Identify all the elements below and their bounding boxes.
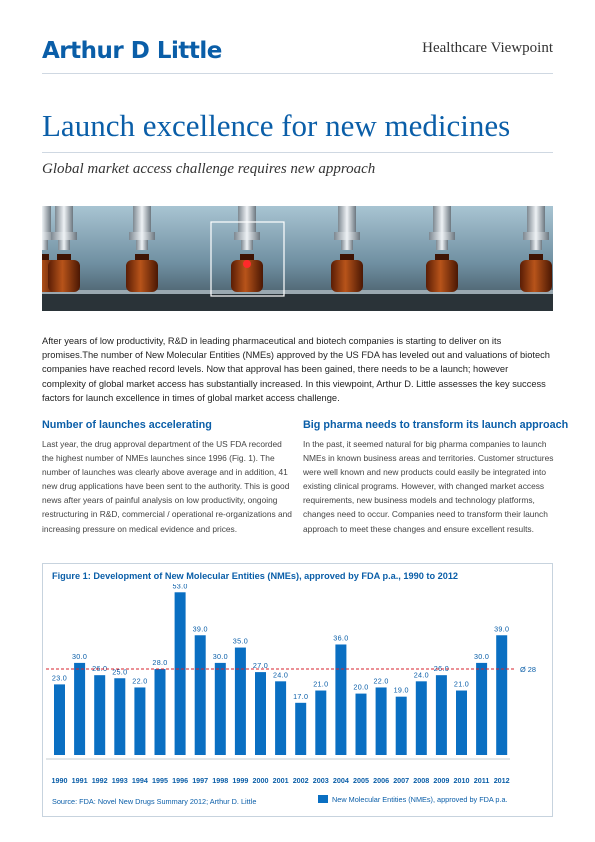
x-tick-label: 2011 — [474, 776, 490, 784]
bar-value-label: 53.0 — [172, 584, 187, 590]
x-tick-label: 1992 — [92, 776, 108, 784]
bar-value-label: 36.0 — [333, 633, 348, 642]
chart-bar — [214, 662, 226, 755]
bar-value-label: 17.0 — [293, 692, 308, 701]
bar-value-label: 21.0 — [313, 680, 328, 689]
chart-bar — [234, 647, 246, 755]
bar-value-label: 24.0 — [414, 670, 429, 679]
figure-title: Figure 1: Development of New Molecular E… — [52, 571, 459, 581]
bar-value-label: 20.0 — [353, 683, 368, 692]
chart-bar — [435, 675, 447, 755]
section-body-launches: Last year, the drug approval department … — [42, 439, 292, 534]
x-tick-label: 1991 — [72, 776, 88, 784]
bar-value-label: 30.0 — [474, 652, 489, 661]
intro-paragraph: After years of low productivity, R&D in … — [42, 336, 550, 403]
x-tick-label: 2003 — [313, 776, 329, 784]
section-heading-launches: Number of launches accelerating — [42, 419, 212, 431]
production-line-photo — [42, 206, 553, 311]
chart-bar — [335, 644, 347, 755]
x-tick-label: 1990 — [52, 776, 68, 784]
chart-bar — [174, 592, 186, 755]
x-tick-label: 1996 — [172, 776, 188, 784]
bar-value-label: 28.0 — [152, 658, 167, 667]
x-tick-label: 2001 — [273, 776, 289, 784]
nme-bar-chart: 23.0 1990 30.0 1991 26.0 1992 25.0 1993 22.0 1994… — [46, 584, 536, 784]
chart-bar — [476, 662, 488, 755]
bar-value-label: 35.0 — [233, 637, 248, 646]
x-tick-label: 1997 — [192, 776, 208, 784]
bar-value-label: 23.0 — [52, 673, 67, 682]
chart-bar — [94, 675, 106, 755]
chart-bar — [194, 635, 206, 755]
section-body-big-pharma: In the past, it seemed natural for big p… — [303, 439, 554, 534]
bar-value-label: 19.0 — [394, 686, 409, 695]
chart-bar — [355, 693, 367, 755]
x-tick-label: 2007 — [393, 776, 409, 784]
x-tick-label: 2000 — [253, 776, 269, 784]
legend-label: New Molecular Entities (NMEs), approved … — [332, 795, 508, 804]
chart-bar — [154, 669, 166, 755]
average-label: Ø 28 — [520, 665, 536, 674]
chart-legend: New Molecular Entities (NMEs), approved … — [318, 795, 508, 804]
bar-value-label: 39.0 — [494, 624, 509, 633]
x-tick-label: 2008 — [413, 776, 429, 784]
chart-bar — [496, 635, 508, 755]
figure-source: Source: FDA: Novel New Drugs Summary 201… — [52, 797, 257, 806]
section-heading-big-pharma: Big pharma needs to transform its launch… — [303, 419, 569, 431]
legend-swatch — [318, 795, 328, 803]
bar-value-label: 21.0 — [454, 680, 469, 689]
figure-frame — [42, 563, 553, 817]
bar-value-label: 26.0 — [92, 664, 107, 673]
x-tick-label: 2005 — [353, 776, 369, 784]
page-title: Launch excellence for new medicines — [42, 108, 511, 143]
x-tick-label: 2012 — [494, 776, 510, 784]
chart-bar — [54, 684, 65, 755]
chart-bar — [255, 672, 266, 755]
chart-bar — [375, 687, 387, 755]
x-tick-label: 1999 — [232, 776, 248, 784]
chart-bar — [74, 662, 86, 755]
x-tick-label: 2002 — [293, 776, 309, 784]
chart-bar — [315, 690, 327, 755]
x-tick-label: 2004 — [333, 776, 349, 784]
x-tick-label: 1995 — [152, 776, 168, 784]
brand-logo: Arthur D Little — [42, 38, 222, 64]
page-subtitle: Global market access challenge requires … — [42, 161, 376, 177]
bar-value-label: 22.0 — [132, 676, 147, 685]
bar-value-label: 25.0 — [112, 667, 127, 676]
x-tick-label: 1994 — [132, 776, 148, 784]
x-tick-label: 2009 — [433, 776, 449, 784]
chart-bar — [415, 681, 427, 755]
bar-value-label: 22.0 — [373, 676, 388, 685]
bar-value-label: 24.0 — [273, 670, 288, 679]
publication-type: Healthcare Viewpoint — [422, 40, 553, 56]
x-tick-label: 1993 — [112, 776, 128, 784]
x-tick-label: 2006 — [373, 776, 389, 784]
x-tick-label: 1998 — [212, 776, 228, 784]
bar-value-label: 39.0 — [193, 624, 208, 633]
bar-value-label: 27.0 — [253, 661, 268, 670]
chart-bar — [395, 696, 407, 755]
chart-bar — [456, 690, 467, 755]
header-divider — [42, 73, 553, 74]
chart-bar — [275, 681, 287, 755]
chart-bar — [295, 702, 307, 755]
bar-value-label: 30.0 — [72, 652, 87, 661]
chart-bar — [134, 687, 146, 755]
title-divider — [42, 152, 553, 153]
bar-value-label: 30.0 — [213, 652, 228, 661]
chart-bar — [114, 678, 126, 755]
x-tick-label: 2010 — [454, 776, 470, 784]
